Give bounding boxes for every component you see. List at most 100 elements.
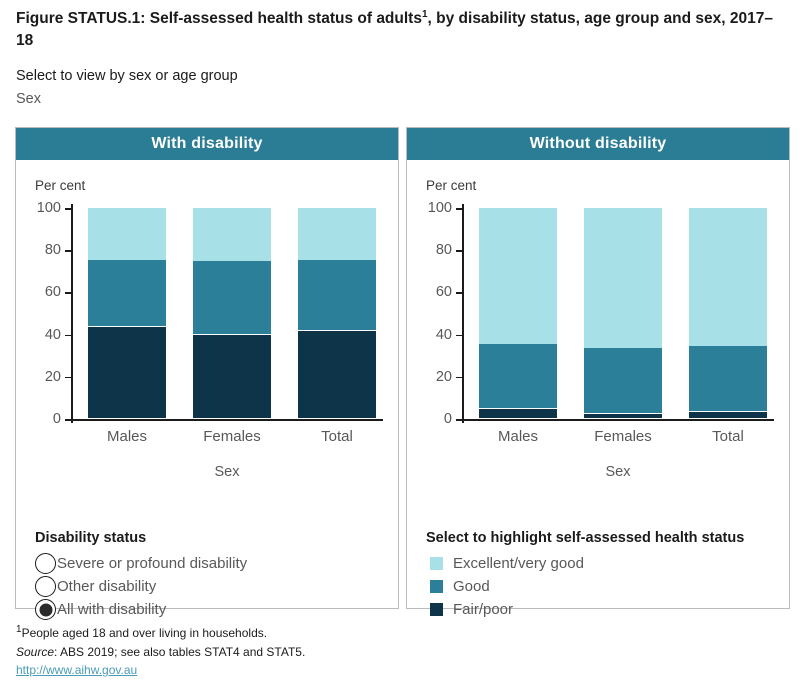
y-tick-mark [65, 376, 71, 379]
x-tick-label: Total [712, 428, 744, 445]
y-tick-label: 0 [443, 411, 452, 427]
legend-item[interactable]: Excellent/very good [426, 552, 776, 575]
bar-segment[interactable] [298, 331, 376, 419]
bar-segment[interactable] [479, 208, 557, 345]
radio-option-label: Other disability [57, 578, 157, 595]
bar-total[interactable] [689, 208, 767, 419]
bar-females[interactable] [584, 208, 662, 419]
bar-males[interactable] [88, 208, 166, 419]
bar-total[interactable] [298, 208, 376, 419]
y-tick-label: 100 [36, 200, 61, 216]
bar-segment[interactable] [479, 409, 557, 419]
view-selector-value[interactable]: Sex [16, 91, 41, 107]
panel-with-disability: With disability Per cent 0 20 40 60 80 100 Se… [15, 127, 399, 620]
disability-status-label: Disability status [35, 530, 147, 546]
bar-segment[interactable] [88, 259, 166, 328]
x-tick-label: Total [321, 428, 353, 445]
x-axis-line-left [71, 419, 383, 421]
panel-body-with-disability: Per cent 0 20 40 60 80 100 Sex Males Females To… [16, 160, 398, 620]
bar-segment[interactable] [479, 344, 557, 410]
legend-item[interactable]: Good [426, 575, 776, 598]
legend-item-label: Fair/poor [453, 601, 514, 618]
x-tick-label: Females [203, 428, 261, 445]
y-axis-title-right: Per cent [426, 178, 477, 193]
source-line: Source: ABS 2019; see also tables STAT4 … [16, 643, 305, 662]
bar-segment[interactable] [298, 259, 376, 332]
y-tick-mark [456, 334, 462, 337]
bar-segment[interactable] [193, 260, 271, 336]
bar-segment[interactable] [298, 208, 376, 260]
chart-with-disability: 0 20 40 60 80 100 Sex Males Females Total [37, 200, 383, 480]
radio-button-icon[interactable] [35, 576, 56, 597]
x-tick-label: Males [497, 428, 538, 445]
radio-button-icon[interactable] [35, 599, 56, 620]
panel-body-without-disability: Per cent 0 20 40 60 80 100 Sex Males Females To… [407, 160, 789, 618]
bar-segment[interactable] [689, 208, 767, 347]
bar-segment[interactable] [88, 208, 166, 260]
health-status-legend-control: Select to highlight self-assessed health… [426, 530, 776, 621]
footnote-text: People aged 18 and over living in househ… [21, 626, 268, 640]
legend-item-label: Good [453, 578, 490, 595]
y-tick-mark [65, 419, 71, 421]
disability-status-control: Disability status Severe or profound dis… [35, 530, 385, 621]
x-axis-line-right [462, 419, 774, 421]
y-tick-label: 60 [435, 284, 452, 301]
health-status-legend-label: Select to highlight self-assessed health… [426, 530, 745, 546]
radio-option-label: All with disability [57, 601, 167, 618]
chart-without-disability: 0 20 40 60 80 100 Sex Males Females Total [428, 200, 774, 480]
source-text: : ABS 2019; see also tables STAT4 and ST… [54, 644, 306, 659]
page-title-rest: , by disability status, age group and se… [16, 10, 773, 49]
source-label: Source [16, 644, 55, 659]
radio-option-label: Severe or profound disability [57, 555, 248, 572]
y-tick-label: 40 [435, 326, 452, 343]
footer: 1People aged 18 and over living in house… [16, 622, 305, 680]
bar-segment[interactable] [88, 327, 166, 419]
radio-option[interactable]: Other disability [35, 575, 385, 598]
y-axis-line-right [462, 204, 464, 423]
y-tick-label: 40 [44, 326, 61, 343]
plot-area-left: 0 20 40 60 80 100 [37, 200, 383, 427]
x-tick-label: Females [594, 428, 652, 445]
y-tick-mark [456, 250, 462, 252]
legend-swatch-icon[interactable] [430, 580, 443, 593]
bar-segment[interactable] [584, 348, 662, 414]
bar-segment[interactable] [689, 411, 767, 419]
bar-segment[interactable] [584, 413, 662, 419]
panel-title-with-disability: With disability [16, 128, 398, 160]
radio-button-icon[interactable] [35, 553, 56, 574]
page-title: Figure STATUS.1: Self-assessed health st… [16, 8, 782, 52]
page-title-main: Figure STATUS.1: Self-assessed health st… [16, 10, 422, 27]
y-tick-label: 0 [52, 411, 61, 427]
bar-segment[interactable] [584, 208, 662, 349]
y-tick-mark [65, 208, 71, 210]
panel-title-without-disability: Without disability [407, 128, 789, 160]
bar-segment[interactable] [689, 346, 767, 412]
y-tick-label: 60 [44, 284, 61, 301]
bar-females[interactable] [193, 208, 271, 419]
x-axis-title-right: Sex [605, 464, 631, 480]
y-tick-mark [456, 419, 462, 421]
y-tick-mark [456, 376, 462, 379]
y-tick-mark [65, 250, 71, 252]
legend-swatch-icon[interactable] [430, 557, 443, 570]
y-tick-label: 20 [44, 368, 61, 385]
radio-option[interactable]: Severe or profound disability [35, 552, 385, 575]
y-tick-mark [65, 334, 71, 337]
y-tick-mark [456, 208, 462, 210]
y-tick-label: 80 [435, 242, 452, 259]
bar-males[interactable] [479, 208, 557, 419]
y-tick-label: 80 [44, 242, 61, 259]
bar-segment[interactable] [193, 335, 271, 419]
legend-item-label: Excellent/very good [453, 555, 584, 572]
source-link[interactable]: http://www.aihw.gov.au [16, 663, 138, 678]
plot-area-right: 0 20 40 60 80 100 [428, 200, 774, 427]
legend-swatch-icon[interactable] [430, 603, 443, 616]
x-tick-label: Males [106, 428, 147, 445]
bar-segment[interactable] [193, 208, 271, 261]
radio-option[interactable]: All with disability [35, 598, 385, 621]
view-selector-prompt: Select to view by sex or age group [16, 68, 238, 84]
y-axis-title-left: Per cent [35, 178, 86, 193]
panel-without-disability: Without disability Per cent 0 20 40 60 80 100… [406, 127, 790, 618]
y-tick-mark [456, 292, 462, 294]
legend-item[interactable]: Fair/poor [426, 598, 776, 621]
